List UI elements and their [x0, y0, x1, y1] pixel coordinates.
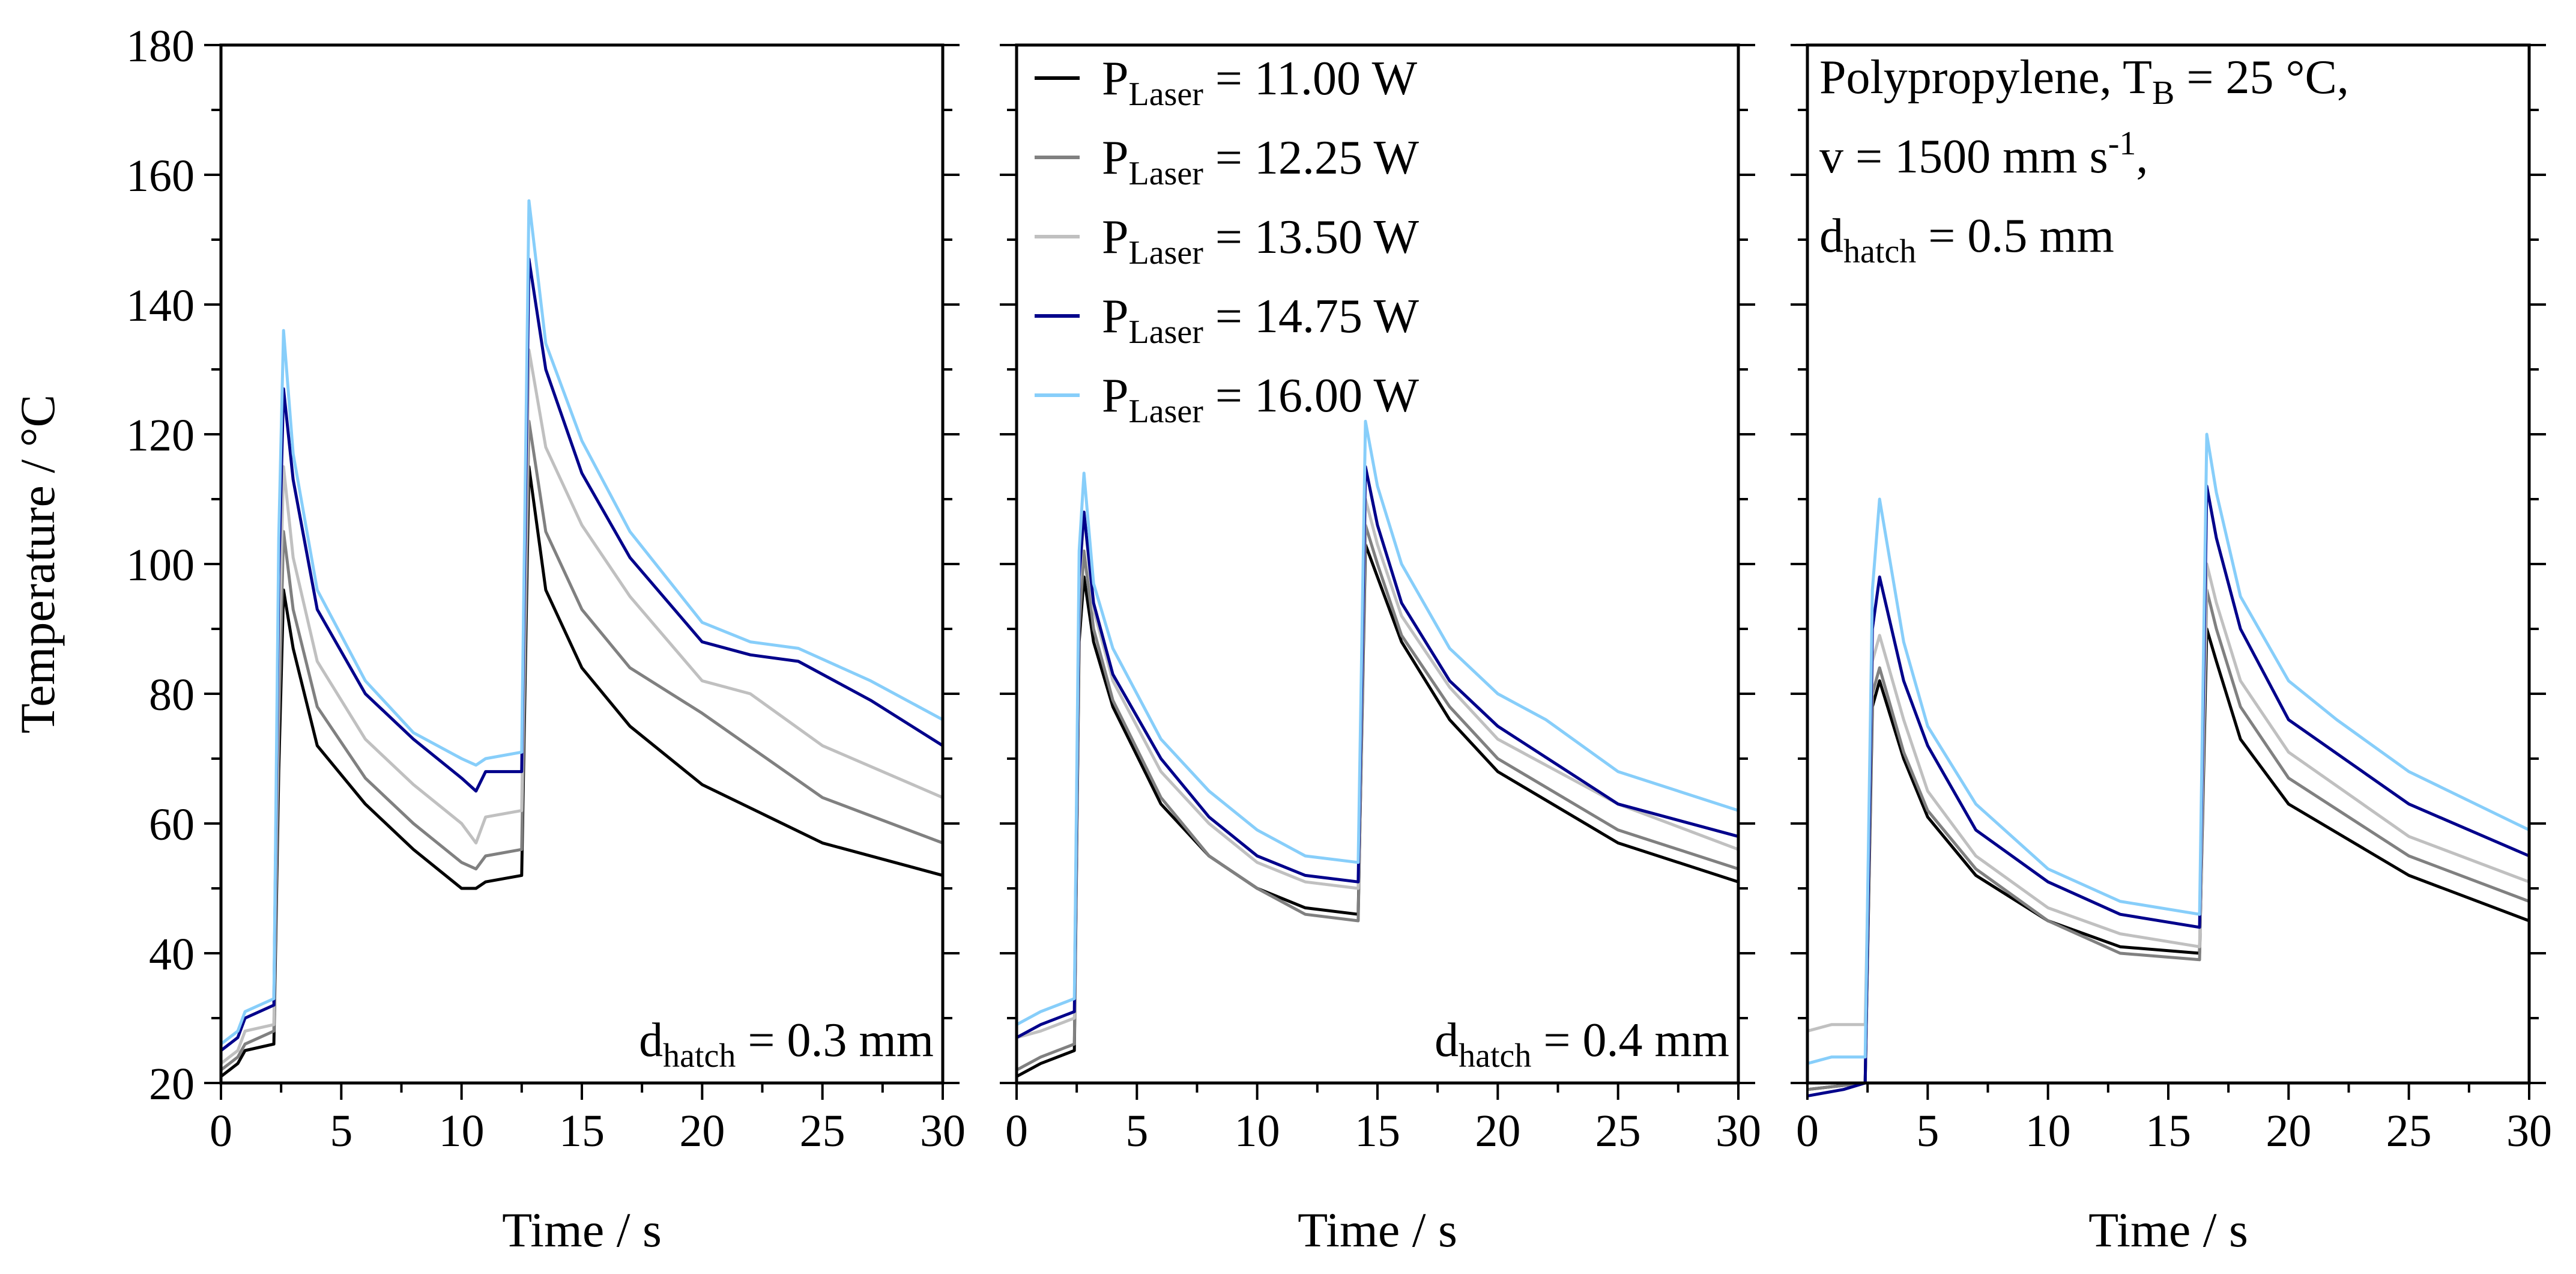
legend-label-3: PLaser = 13.50 W [1102, 211, 1420, 271]
series-line-right-2 [1807, 588, 2530, 1091]
y-tick-label: 80 [149, 670, 195, 720]
x-tick-label-left: 10 [439, 1106, 485, 1156]
series-line-right-1 [1807, 627, 2530, 1091]
y-tick-label: 140 [126, 281, 195, 331]
x-tick-label-right: 20 [2266, 1106, 2311, 1156]
y-tick-label: 40 [149, 929, 195, 980]
x-tick-label-left: 5 [330, 1106, 352, 1156]
y-tick-label: 20 [149, 1059, 195, 1109]
conditions-annotation: Polypropylene, TB = 25 °C, v = 1500 mm s-… [1819, 51, 2349, 270]
x-tick-label-right: 10 [2025, 1106, 2071, 1156]
conditions-line-3: dhatch = 0.5 mm [1819, 210, 2114, 270]
x-tick-label-middle: 5 [1125, 1106, 1148, 1156]
series-line-left-2 [220, 419, 943, 1072]
series-line-left-4 [220, 257, 944, 1052]
y-tick-label: 120 [126, 410, 195, 461]
conditions-line-2: v = 1500 mm s-1, [1819, 125, 2148, 183]
x-tick-label-middle: 0 [1005, 1106, 1028, 1156]
plot-frame-left [219, 43, 945, 1085]
panel-middle: 0 5 10 15 20 25 30 Time / s dhatch = 0.4 mm PLase… [1000, 43, 1761, 1257]
conditions-line-1: Polypropylene, TB = 25 °C, [1819, 51, 2349, 112]
series-line-right-3 [1807, 562, 2530, 1033]
x-tick-label-middle: 25 [1595, 1106, 1641, 1156]
legend-label-5: PLaser = 16.00 W [1102, 369, 1420, 430]
x-tick-label-left: 30 [920, 1106, 966, 1156]
y-axis-title: Temperature / °C [10, 395, 65, 733]
series-line-right-5 [1807, 432, 2530, 1066]
x-tick-label-right: 25 [2386, 1106, 2432, 1156]
plot-frame-right [1806, 43, 2531, 1085]
legend: PLaser = 11.00 W PLaser = 12.25 W PLaser =… [1035, 52, 1420, 430]
panel-left: 0 5 10 15 20 25 30 20 40 60 80 100 120 140 160 180 Time … [10, 21, 966, 1257]
x-tick-label-middle: 30 [1716, 1106, 1761, 1156]
x-tick-label-left: 15 [559, 1106, 605, 1156]
x-tick-label-middle: 20 [1475, 1106, 1520, 1156]
x-axis-title-middle: Time / s [1298, 1203, 1457, 1257]
hatch-annotation-middle: dhatch = 0.4 mm [1435, 1014, 1729, 1075]
y-tick-label: 60 [149, 799, 195, 850]
x-tick-label-right: 30 [2506, 1106, 2552, 1156]
y-tick-label: 100 [126, 540, 195, 590]
x-axis-title-left: Time / s [502, 1203, 662, 1257]
series-line-left-1 [220, 465, 943, 1078]
x-tick-label-middle: 10 [1235, 1106, 1280, 1156]
x-tick-label-left: 25 [800, 1106, 845, 1156]
y-tick-label: 180 [126, 21, 195, 71]
x-tick-label-left: 0 [210, 1106, 232, 1156]
hatch-annotation-left: dhatch = 0.3 mm [639, 1014, 934, 1075]
x-tick-label-left: 20 [679, 1106, 725, 1156]
series-line-middle-4 [1015, 465, 1739, 1039]
x-tick-label-right: 5 [1916, 1106, 1939, 1156]
legend-label-4: PLaser = 14.75 W [1102, 290, 1420, 351]
panel-right: 0 5 10 15 20 25 30 Time / s Polypropylene, TB = … [1791, 43, 2552, 1257]
series-line-middle-5 [1015, 419, 1739, 1027]
y-tick-label: 160 [126, 151, 195, 201]
series-line-middle-2 [1015, 523, 1739, 1072]
x-axis-title-right: Time / s [2088, 1203, 2248, 1257]
series-line-left-3 [220, 348, 943, 1065]
x-tick-label-right: 0 [1796, 1106, 1819, 1156]
x-tick-label-right: 15 [2145, 1106, 2191, 1156]
legend-label-1: PLaser = 11.00 W [1102, 52, 1418, 113]
series-line-middle-1 [1015, 543, 1739, 1078]
series-line-left-5 [220, 199, 944, 1046]
legend-label-2: PLaser = 12.25 W [1102, 132, 1420, 192]
x-tick-label-middle: 15 [1355, 1106, 1400, 1156]
